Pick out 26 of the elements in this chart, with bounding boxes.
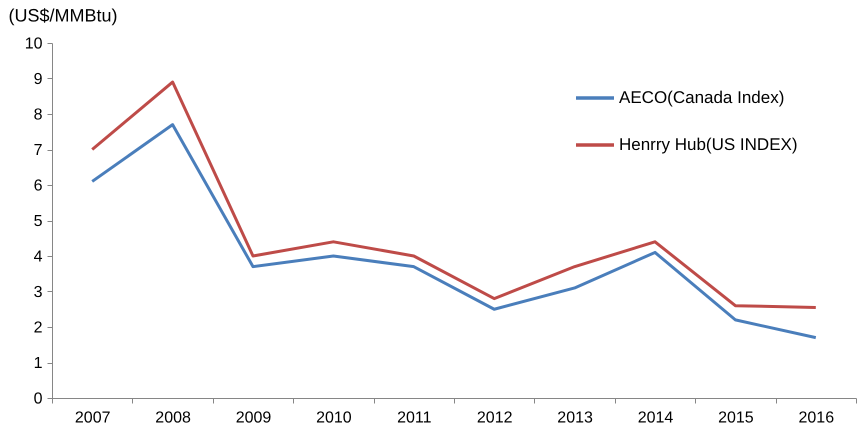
y-tick-label: 3 xyxy=(34,284,43,301)
x-tick-label: 2008 xyxy=(155,410,191,426)
legend-label: Henrry Hub(US INDEX) xyxy=(619,135,798,154)
x-tick-label: 2007 xyxy=(74,410,111,426)
y-tick-label: 6 xyxy=(34,178,43,194)
line-series xyxy=(90,123,818,340)
x-tick-label: 2015 xyxy=(718,410,754,426)
y-tick-label: 9 xyxy=(34,71,43,88)
y-tick-label: 5 xyxy=(34,213,43,230)
y-tick-label: 8 xyxy=(34,106,43,124)
x-tick-label: 2010 xyxy=(316,410,352,426)
y-tick-label: 2 xyxy=(34,320,43,336)
x-tick-label: 2013 xyxy=(557,410,593,426)
y-axis-title: (US$/MMBtu) xyxy=(8,6,118,26)
y-tick-label: 0 xyxy=(34,390,43,408)
y-tick-label: 10 xyxy=(24,36,43,52)
x-tick-label: 2014 xyxy=(638,410,674,426)
x-tick-label: 2009 xyxy=(236,410,272,426)
line-series xyxy=(90,80,818,309)
y-tick-label: 7 xyxy=(34,142,43,159)
x-tick-label: 2011 xyxy=(397,410,432,426)
y-tick-label: 1 xyxy=(34,355,43,372)
y-tick-label: 4 xyxy=(34,248,43,266)
legend-label: AECO(Canada Index) xyxy=(619,88,784,107)
x-tick-label: 2012 xyxy=(476,410,513,426)
x-tick-label: 2016 xyxy=(798,410,834,426)
